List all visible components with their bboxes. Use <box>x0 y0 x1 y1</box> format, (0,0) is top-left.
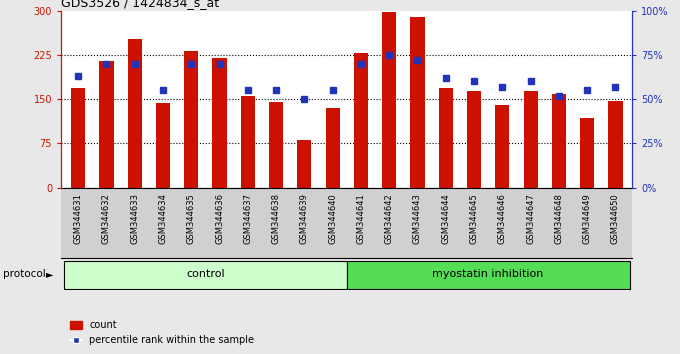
Text: GSM344646: GSM344646 <box>498 193 507 244</box>
Text: GSM344641: GSM344641 <box>356 193 365 244</box>
Text: GDS3526 / 1424834_s_at: GDS3526 / 1424834_s_at <box>61 0 220 10</box>
Bar <box>71 88 85 188</box>
Text: GSM344648: GSM344648 <box>554 193 563 244</box>
Legend: count, percentile rank within the sample: count, percentile rank within the sample <box>66 316 258 349</box>
Text: GSM344644: GSM344644 <box>441 193 450 244</box>
Bar <box>354 53 368 188</box>
Text: GSM344649: GSM344649 <box>583 193 592 244</box>
Text: protocol: protocol <box>3 269 46 279</box>
Bar <box>297 141 311 188</box>
Bar <box>184 51 199 188</box>
Bar <box>128 39 142 188</box>
Text: GSM344643: GSM344643 <box>413 193 422 244</box>
Text: GSM344634: GSM344634 <box>158 193 167 244</box>
Text: control: control <box>186 269 224 279</box>
Text: GSM344632: GSM344632 <box>102 193 111 244</box>
Text: ►: ► <box>46 269 54 279</box>
Bar <box>212 58 226 188</box>
Text: GSM344638: GSM344638 <box>271 193 281 244</box>
Text: GSM344647: GSM344647 <box>526 193 535 244</box>
Bar <box>241 96 255 188</box>
Bar <box>64 261 347 289</box>
Text: GSM344635: GSM344635 <box>187 193 196 244</box>
Bar <box>326 108 340 188</box>
Text: GSM344631: GSM344631 <box>73 193 83 244</box>
Bar <box>269 102 283 188</box>
Bar <box>495 105 509 188</box>
Text: GSM344650: GSM344650 <box>611 193 620 244</box>
Text: GSM344639: GSM344639 <box>300 193 309 244</box>
Text: GSM344640: GSM344640 <box>328 193 337 244</box>
Text: myostatin inhibition: myostatin inhibition <box>432 269 544 279</box>
Bar <box>580 118 594 188</box>
Text: GSM344636: GSM344636 <box>215 193 224 244</box>
Bar <box>411 17 424 188</box>
Bar <box>382 12 396 188</box>
Text: GSM344645: GSM344645 <box>470 193 479 244</box>
Bar <box>467 91 481 188</box>
Text: GSM344633: GSM344633 <box>131 193 139 244</box>
Text: GSM344637: GSM344637 <box>243 193 252 244</box>
Bar <box>551 95 566 188</box>
Text: GSM344642: GSM344642 <box>385 193 394 244</box>
Bar <box>439 88 453 188</box>
Bar <box>99 61 114 188</box>
Bar <box>156 103 170 188</box>
Bar <box>609 101 622 188</box>
Bar <box>524 91 538 188</box>
Bar <box>347 261 630 289</box>
